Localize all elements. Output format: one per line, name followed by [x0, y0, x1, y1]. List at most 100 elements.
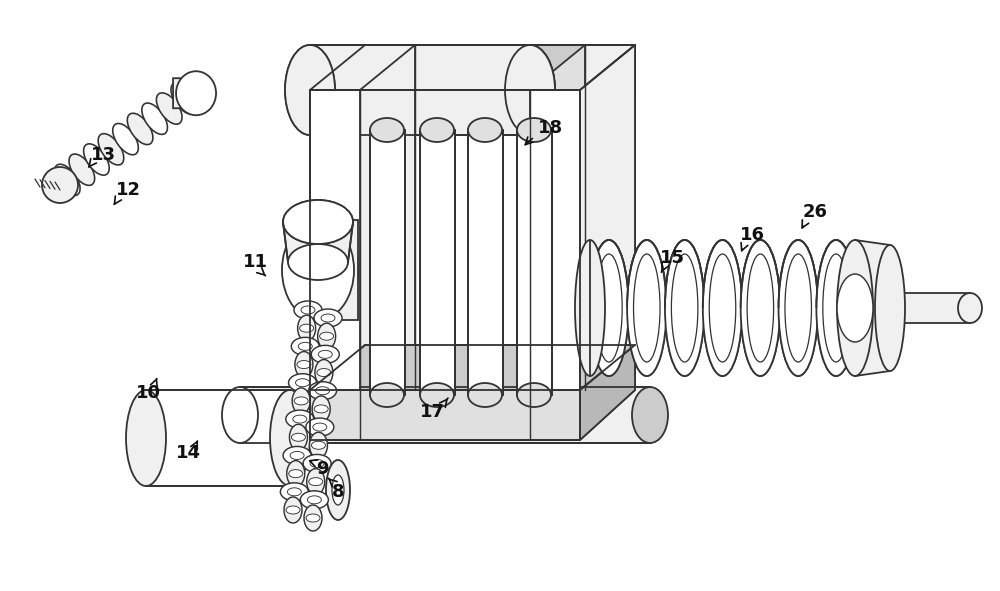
Polygon shape [468, 130, 503, 395]
Polygon shape [310, 90, 360, 440]
Ellipse shape [505, 45, 555, 135]
Ellipse shape [293, 415, 307, 423]
Ellipse shape [589, 240, 629, 376]
Ellipse shape [314, 405, 328, 413]
Ellipse shape [596, 254, 622, 362]
Ellipse shape [296, 379, 310, 387]
Ellipse shape [98, 134, 124, 165]
Ellipse shape [632, 387, 668, 443]
Ellipse shape [823, 254, 849, 362]
Ellipse shape [468, 118, 502, 142]
Polygon shape [310, 45, 530, 135]
Polygon shape [310, 45, 585, 90]
Ellipse shape [301, 306, 315, 314]
Ellipse shape [287, 460, 305, 486]
Polygon shape [530, 90, 580, 440]
Ellipse shape [310, 459, 324, 467]
Ellipse shape [816, 240, 856, 376]
Ellipse shape [517, 118, 551, 142]
Ellipse shape [420, 383, 454, 407]
Ellipse shape [779, 240, 818, 376]
Ellipse shape [321, 314, 335, 322]
Ellipse shape [298, 315, 316, 341]
Polygon shape [590, 286, 855, 330]
Polygon shape [318, 220, 358, 320]
Ellipse shape [300, 491, 328, 509]
Polygon shape [365, 45, 415, 435]
Ellipse shape [303, 454, 331, 472]
Ellipse shape [958, 293, 982, 323]
Ellipse shape [317, 369, 331, 376]
Ellipse shape [307, 469, 325, 495]
Ellipse shape [741, 240, 780, 376]
Ellipse shape [69, 154, 95, 186]
Polygon shape [146, 390, 290, 486]
Ellipse shape [468, 383, 502, 407]
Ellipse shape [627, 240, 666, 376]
Ellipse shape [289, 374, 317, 392]
Ellipse shape [156, 93, 182, 124]
Polygon shape [310, 45, 415, 90]
Ellipse shape [671, 254, 698, 362]
Ellipse shape [332, 475, 344, 505]
Ellipse shape [142, 103, 167, 134]
Polygon shape [310, 390, 580, 440]
Ellipse shape [288, 244, 348, 280]
Ellipse shape [291, 337, 319, 355]
Ellipse shape [627, 240, 666, 376]
Ellipse shape [291, 433, 305, 441]
Ellipse shape [665, 240, 704, 376]
Ellipse shape [42, 167, 78, 203]
Polygon shape [360, 45, 415, 440]
Ellipse shape [313, 423, 327, 431]
Text: 26: 26 [802, 203, 828, 228]
Ellipse shape [126, 390, 166, 486]
Polygon shape [517, 130, 552, 395]
Polygon shape [310, 345, 635, 390]
Text: 13: 13 [89, 146, 116, 167]
Ellipse shape [294, 397, 308, 405]
Ellipse shape [709, 254, 736, 362]
Polygon shape [580, 45, 635, 440]
Ellipse shape [505, 45, 555, 135]
Ellipse shape [290, 452, 304, 459]
Ellipse shape [304, 505, 322, 531]
Ellipse shape [420, 118, 454, 142]
Ellipse shape [320, 332, 334, 340]
Ellipse shape [280, 483, 308, 501]
Ellipse shape [779, 240, 818, 376]
Ellipse shape [283, 446, 311, 465]
Ellipse shape [285, 45, 335, 135]
Ellipse shape [589, 240, 629, 376]
Ellipse shape [286, 410, 314, 428]
Ellipse shape [127, 113, 153, 145]
Ellipse shape [703, 240, 742, 376]
Ellipse shape [747, 254, 774, 362]
Ellipse shape [286, 506, 300, 514]
Ellipse shape [816, 240, 856, 376]
Ellipse shape [318, 323, 336, 349]
Ellipse shape [289, 470, 303, 478]
Ellipse shape [176, 72, 216, 115]
Ellipse shape [318, 220, 358, 320]
Ellipse shape [298, 342, 312, 350]
Ellipse shape [314, 309, 342, 327]
Polygon shape [585, 45, 635, 435]
Ellipse shape [300, 324, 314, 332]
Polygon shape [283, 222, 353, 262]
Ellipse shape [283, 200, 353, 244]
Ellipse shape [309, 432, 327, 458]
Ellipse shape [517, 383, 551, 407]
Polygon shape [890, 293, 970, 323]
Ellipse shape [294, 301, 322, 319]
Polygon shape [173, 78, 213, 108]
Text: 18: 18 [525, 119, 563, 145]
Ellipse shape [316, 387, 330, 395]
Ellipse shape [84, 144, 109, 175]
Ellipse shape [287, 488, 301, 496]
Ellipse shape [665, 240, 704, 376]
Ellipse shape [785, 254, 811, 362]
Polygon shape [420, 130, 455, 395]
Ellipse shape [270, 390, 310, 486]
Polygon shape [580, 345, 635, 440]
